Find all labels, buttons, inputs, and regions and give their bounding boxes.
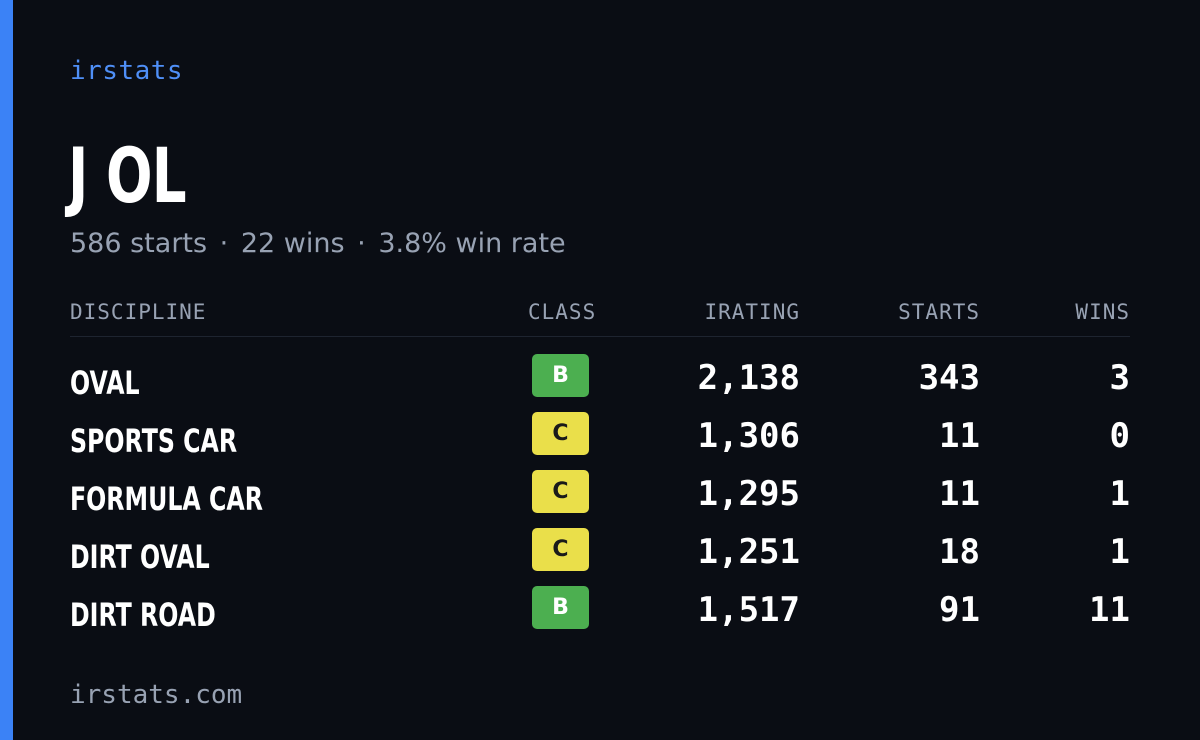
starts-value: 11	[939, 416, 980, 456]
table-row: FORMULA CAR C 1,295 11 1	[70, 466, 1130, 524]
accent-bar	[0, 0, 13, 740]
header-starts: STARTS	[898, 300, 980, 324]
class-badge: C	[532, 412, 589, 455]
discipline-name: DIRT ROAD	[70, 596, 216, 634]
summary-separator: ·	[219, 228, 229, 259]
summary-separator: ·	[357, 228, 366, 259]
starts-value: 11	[939, 474, 980, 514]
discipline-table: OVAL B 2,138 343 3 SPORTS CAR C 1,306 11…	[70, 350, 1130, 640]
discipline-name: OVAL	[70, 364, 140, 402]
summary-wins: 22 wins	[240, 228, 345, 259]
header-discipline: DISCIPLINE	[70, 300, 207, 324]
header-irating: IRATING	[704, 300, 800, 324]
header-wins: WINS	[1075, 300, 1130, 324]
wins-value: 1	[1109, 474, 1130, 514]
summary-starts: 586 starts	[70, 228, 208, 259]
wins-value: 11	[1089, 590, 1130, 630]
discipline-name: DIRT OVAL	[70, 538, 210, 576]
summary-win-rate: 3.8% win rate	[378, 228, 566, 259]
driver-name: J OL	[68, 131, 187, 220]
irating-value: 1,251	[697, 532, 800, 572]
header-class: CLASS	[528, 300, 597, 324]
discipline-name: FORMULA CAR	[70, 480, 263, 518]
table-row: SPORTS CAR C 1,306 11 0	[70, 408, 1130, 466]
table-row: OVAL B 2,138 343 3	[70, 350, 1130, 408]
starts-value: 91	[939, 590, 980, 630]
wins-value: 3	[1109, 358, 1130, 398]
wins-value: 1	[1109, 532, 1130, 572]
wins-value: 0	[1109, 416, 1130, 456]
class-badge: C	[532, 470, 589, 513]
irating-value: 2,138	[697, 358, 800, 398]
table-header: DISCIPLINE CLASS IRATING STARTS WINS	[70, 300, 1130, 337]
class-badge: B	[532, 354, 589, 397]
footer-url: irstats.com	[70, 680, 243, 710]
starts-value: 18	[939, 532, 980, 572]
irating-value: 1,517	[697, 590, 800, 630]
irating-value: 1,306	[697, 416, 800, 456]
irating-value: 1,295	[697, 474, 800, 514]
starts-value: 343	[918, 358, 980, 398]
class-badge: B	[532, 586, 589, 629]
table-row: DIRT ROAD B 1,517 91 11	[70, 582, 1130, 640]
brand-logo: irstats	[70, 56, 184, 86]
table-row: DIRT OVAL C 1,251 18 1	[70, 524, 1130, 582]
class-badge: C	[532, 528, 589, 571]
driver-summary: 586 starts · 22 wins · 3.8% win rate	[70, 228, 566, 259]
discipline-name: SPORTS CAR	[70, 422, 238, 460]
